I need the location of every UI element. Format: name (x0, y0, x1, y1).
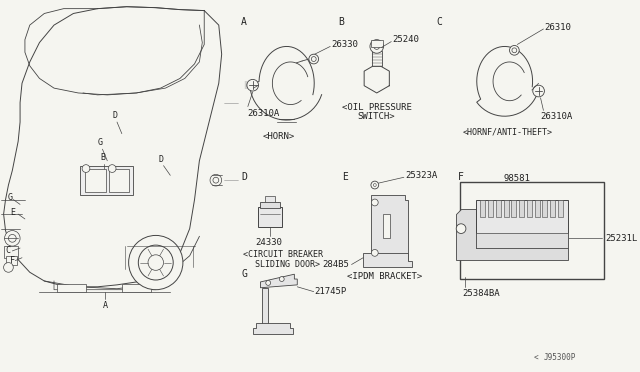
Circle shape (8, 234, 16, 242)
Polygon shape (363, 253, 412, 267)
Bar (80, 166, 134, 195)
Bar (476, 199, 568, 248)
Text: 26310: 26310 (545, 23, 572, 32)
Text: F: F (10, 256, 15, 265)
Bar (85, 169, 106, 192)
Circle shape (148, 255, 163, 270)
Text: 25240: 25240 (392, 35, 419, 44)
Bar (260, 202, 280, 208)
Bar (519, 199, 524, 217)
Bar (504, 199, 509, 217)
Bar (57, 284, 86, 292)
Text: SLIDING DOOR>: SLIDING DOOR> (255, 260, 319, 269)
Bar (534, 199, 540, 217)
Text: 21745P: 21745P (315, 287, 347, 296)
Bar (558, 199, 563, 217)
Text: E: E (342, 173, 348, 182)
Polygon shape (371, 195, 408, 261)
Circle shape (456, 224, 466, 234)
Circle shape (82, 165, 90, 173)
Bar (543, 199, 547, 217)
Text: D: D (158, 155, 163, 164)
Circle shape (266, 280, 271, 285)
Bar (372, 51, 381, 66)
Circle shape (108, 165, 116, 173)
Bar (109, 169, 129, 192)
Circle shape (311, 57, 316, 61)
Text: E: E (10, 208, 15, 217)
Circle shape (309, 54, 319, 64)
Text: 98581: 98581 (504, 174, 531, 183)
Circle shape (138, 245, 173, 280)
Circle shape (4, 263, 13, 272)
Bar (4, 246, 18, 258)
Polygon shape (262, 288, 268, 326)
Bar (511, 199, 516, 217)
Text: B: B (338, 17, 344, 28)
Text: 26310A: 26310A (541, 112, 573, 121)
Bar (476, 234, 568, 248)
Circle shape (4, 231, 20, 246)
Text: J95300P: J95300P (543, 353, 576, 362)
Bar (496, 199, 500, 217)
Circle shape (512, 48, 516, 53)
Circle shape (509, 45, 519, 55)
Bar (550, 199, 555, 217)
Circle shape (279, 277, 284, 282)
Text: G: G (7, 193, 12, 202)
Bar (259, 207, 282, 227)
Circle shape (129, 235, 183, 290)
Bar (371, 40, 383, 47)
Text: <HORN>: <HORN> (263, 132, 295, 141)
Bar (6, 256, 17, 266)
Text: 24330: 24330 (255, 238, 282, 247)
Circle shape (371, 181, 379, 189)
Circle shape (374, 44, 380, 49)
Text: C: C (437, 17, 443, 28)
Text: 26310A: 26310A (247, 109, 279, 118)
Text: A: A (103, 301, 108, 310)
Circle shape (371, 199, 378, 206)
Bar (481, 199, 485, 217)
Circle shape (370, 40, 383, 53)
Circle shape (371, 250, 378, 256)
Circle shape (532, 85, 545, 97)
Text: G: G (98, 138, 103, 147)
Bar (383, 214, 390, 238)
Bar (527, 199, 532, 217)
Polygon shape (456, 209, 568, 260)
Text: <CIRCUIT BREAKER: <CIRCUIT BREAKER (243, 250, 323, 259)
Text: D: D (241, 173, 247, 182)
Circle shape (373, 183, 376, 186)
Bar (266, 196, 275, 202)
Text: SWITCH>: SWITCH> (357, 112, 395, 121)
Text: A: A (241, 17, 247, 28)
Text: 26330: 26330 (331, 40, 358, 49)
Circle shape (247, 79, 259, 91)
Text: 25384BA: 25384BA (462, 289, 500, 298)
Bar (122, 284, 151, 292)
Circle shape (210, 174, 221, 186)
Polygon shape (253, 323, 293, 334)
Text: G: G (241, 269, 247, 279)
Text: 25231L: 25231L (605, 234, 637, 243)
Text: B: B (100, 153, 105, 162)
Text: <: < (534, 353, 539, 362)
Polygon shape (260, 274, 297, 288)
Text: 25323A: 25323A (405, 171, 437, 180)
Text: D: D (113, 111, 118, 120)
Text: <OIL PRESSURE: <OIL PRESSURE (342, 103, 412, 112)
Circle shape (213, 177, 219, 183)
Text: C: C (6, 246, 10, 256)
Text: 284B5: 284B5 (323, 260, 349, 269)
Bar (460, 182, 604, 279)
Text: <IPDM BRACKET>: <IPDM BRACKET> (347, 272, 422, 281)
Bar (488, 199, 493, 217)
Text: <HORNF/ANTI-THEFT>: <HORNF/ANTI-THEFT> (463, 128, 553, 137)
Text: F: F (458, 173, 464, 182)
